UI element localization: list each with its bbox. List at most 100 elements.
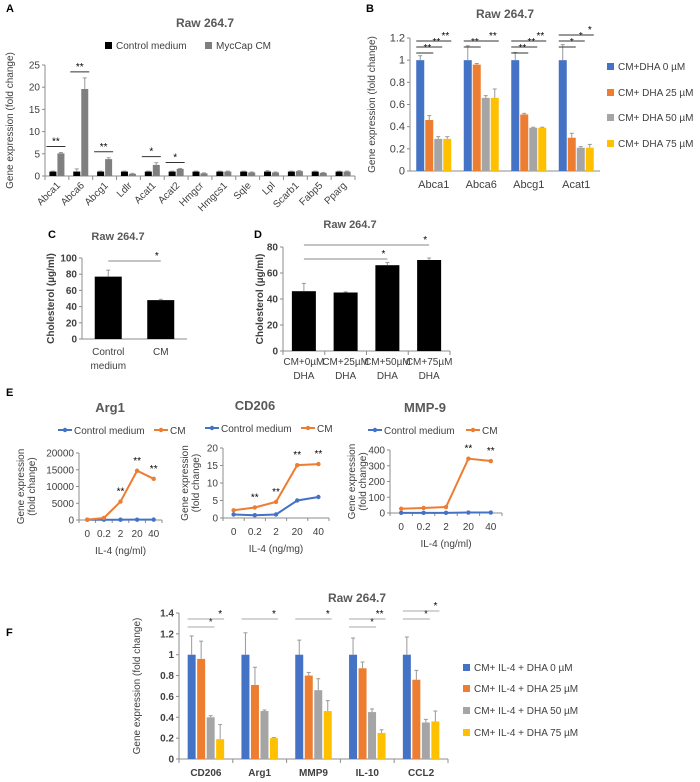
bar-abcg1-0 [511,60,520,171]
legend-swatch [463,685,470,692]
y-tick-label: 10 [207,479,219,490]
y-tick-label: 60 [267,269,279,280]
y-tick-label: 0 [68,516,74,527]
x-tick-label: 0.2 [417,522,431,533]
data-point [399,510,404,516]
x-tick-label: 0.2 [97,529,111,540]
significance-marker: ** [432,37,440,48]
series-line-1 [401,457,491,510]
legend-swatch [463,664,470,671]
bar-il-10-1 [358,668,367,759]
data-point [316,461,321,467]
legend-marker [372,427,378,433]
y-tick-label: 40 [267,295,279,306]
y-tick-label: 80 [66,270,78,281]
bar-abca6-1 [472,64,481,171]
significance-marker: ** [315,449,323,460]
data-point [231,508,236,513]
bar-pparg-1 [343,171,351,176]
y-tick-label: 25 [29,61,41,72]
y-tick-label: 0.6 [160,692,174,703]
bar-abca6-0 [463,60,472,171]
x-tick-label: 20 [292,527,304,538]
significance-marker: * [370,617,374,628]
y-tick-label: 100 [60,254,77,265]
bar-cm-25-m-dha-0 [333,292,358,351]
y-axis-label: Cholesterol (µg/ml) [46,253,57,344]
bar-cd206-3 [216,739,225,759]
x-tick-label: Abcg1 [83,180,111,208]
legend-marker [158,427,164,433]
bar-abca1-0 [416,60,425,171]
panel-label: B [366,3,374,15]
y-tick-label: 60 [66,286,78,297]
bar-cm-75-m-dha-0 [417,260,442,351]
bar-scarb1-1 [295,171,303,176]
data-point [273,499,279,505]
y-tick-label: 10000 [46,482,74,493]
significance-marker: ** [150,464,158,475]
y-tick-label: 0.6 [390,99,405,111]
x-tick-label: Pparg [323,180,350,207]
y-tick-label: 0 [71,335,77,346]
legend-swatch [607,63,614,70]
bar-fabp5-0 [311,171,319,176]
significance-marker: ** [52,136,60,147]
significance-marker: * [579,31,583,42]
significance-marker: * [173,152,177,163]
y-tick-label: 15000 [46,465,74,476]
legend-label: Control medium [116,41,187,52]
bar-acat1-0 [144,171,152,176]
bar-abca1-2 [434,138,443,171]
panel-label: C [48,229,56,241]
y-tick-label: 1.2 [390,33,405,45]
y-tick-label: 1.4 [160,609,174,620]
legend-label: Control medium [74,426,145,437]
significance-marker: ** [489,31,497,42]
significance-marker: ** [76,62,84,73]
bar-abca1-3 [443,138,452,171]
data-point [231,512,236,517]
x-tick-label: CM+75µM DHA [406,357,453,382]
bar-acat1-2 [576,147,585,171]
chart-title: Raw 264.7 [476,7,534,21]
x-axis-label: IL-4 (ng/ml) [420,539,471,550]
significance-marker: * [570,37,574,48]
y-tick-label: 0.4 [160,713,174,724]
bar-abca6-3 [490,97,499,171]
bar-mmp9-0 [295,654,304,759]
bar-control-medium-0 [94,276,122,339]
y-tick-label: 80 [267,243,279,254]
y-tick-label: 5000 [52,499,75,510]
bar-cm-0-m-dha-0 [291,291,316,351]
chart-title: Raw 264.7 [323,219,376,231]
x-tick-label: 20 [132,529,144,540]
legend-label: CM+ IL-4 + DHA 25 µM [474,684,578,695]
bar-ccl2-3 [431,721,440,759]
x-axis-label: IL-4 (ng/mg) [249,544,303,555]
y-axis-label: Gene expression [180,445,191,521]
significance-marker: * [588,25,592,36]
legend-label: CM+ DHA 25 µM [618,88,694,99]
legend-label: CM [317,424,333,435]
y-tick-label: 15 [29,105,41,116]
significance-marker: ** [465,444,473,455]
bar-abca1-1 [57,153,65,176]
chart-title: MMP-9 [404,400,446,415]
significance-marker: * [381,249,385,260]
x-tick-label: 2 [118,529,124,540]
panel-label: D [254,229,262,241]
legend-label: CM [482,426,498,437]
bar-hmgcr-1 [200,173,208,176]
x-tick-label: Acat1 [133,180,159,206]
y-axis-label: Gene expression [16,449,27,525]
x-tick-label: Scarb1 [271,180,301,210]
y-tick-label: 100 [368,493,385,504]
significance-marker: * [149,147,153,158]
bar-mmp9-1 [304,675,313,759]
data-point [101,515,107,521]
bar-abca6-0 [73,171,81,176]
x-tick-label: Abcg1 [513,179,544,191]
data-point [466,510,471,515]
